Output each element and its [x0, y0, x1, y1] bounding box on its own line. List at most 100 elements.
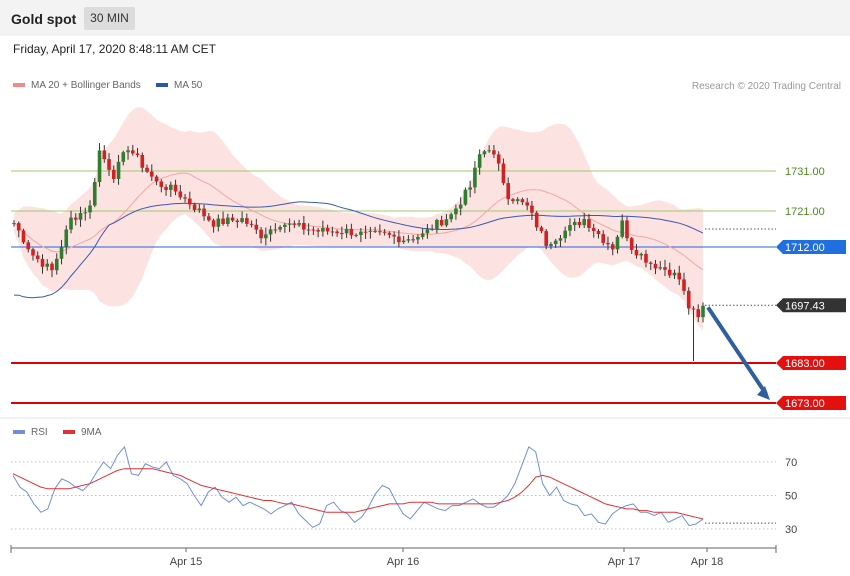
candle-body — [629, 238, 634, 250]
level-tag-text: 1697.43 — [785, 300, 825, 312]
candle-body — [411, 239, 415, 241]
candle-body — [378, 231, 382, 233]
candle-body — [677, 272, 682, 280]
ma20-label: MA 20 + Bollinger Bands — [31, 80, 141, 91]
candle-body — [173, 184, 178, 192]
candle-body — [202, 208, 206, 217]
candle-body — [31, 249, 35, 256]
candle-body — [406, 239, 411, 241]
candle-body — [287, 223, 292, 225]
candle-body — [311, 229, 316, 231]
candle-body — [111, 169, 116, 179]
candle-body — [382, 231, 387, 233]
bollinger-band-area — [14, 107, 703, 331]
candle-body — [316, 230, 320, 232]
level-tag-text: 1673.00 — [785, 398, 825, 410]
candle-body — [454, 208, 458, 215]
candle-body — [169, 184, 173, 190]
candle-body — [496, 154, 501, 164]
candle-body — [273, 229, 278, 231]
forecast-arrow — [706, 306, 770, 400]
level-tag-1697.43 — [776, 298, 846, 313]
candle-body — [658, 267, 663, 269]
candle-body — [487, 150, 491, 152]
candle-body — [140, 154, 145, 168]
x-tick-label: Apr 17 — [608, 556, 640, 568]
candle-body — [359, 231, 363, 236]
timeframe-button[interactable]: 30 MIN — [84, 7, 135, 30]
level-label-text: 1721.00 — [785, 206, 825, 218]
candle-body — [16, 223, 21, 231]
candle-body — [572, 221, 577, 226]
candle-body — [511, 199, 515, 202]
candle-body — [50, 263, 54, 271]
rsi-series-1 — [12, 468, 704, 520]
rsi-tick-label: 30 — [785, 524, 797, 536]
candle-body — [335, 231, 339, 234]
candle-body — [477, 154, 482, 168]
candle-body — [525, 202, 529, 206]
candle-body — [458, 204, 463, 209]
candle-body — [102, 150, 107, 160]
candle-body — [696, 309, 701, 318]
candle-body — [126, 150, 130, 153]
candle-body — [211, 220, 216, 227]
candle-body — [539, 227, 544, 232]
candle-body — [473, 167, 477, 188]
candle-body — [259, 229, 263, 239]
candle-body — [397, 236, 401, 243]
candle-body — [230, 217, 235, 221]
candle-body — [73, 217, 78, 220]
candle-body — [416, 236, 420, 240]
forecast-arrow-shaft — [706, 306, 768, 396]
moving-averages — [13, 172, 704, 299]
legend-ma20: MA 20 + Bollinger Bands — [13, 80, 141, 91]
candle-body — [620, 220, 625, 237]
candle-body — [587, 219, 591, 228]
candle-body — [439, 219, 444, 226]
candle-body — [130, 150, 135, 154]
rsi-tick-label: 70 — [785, 457, 797, 469]
candle-body — [534, 212, 539, 228]
candle-body — [164, 186, 168, 190]
x-tick-label: Apr 16 — [387, 556, 419, 568]
candle-body — [349, 228, 354, 236]
candle-body — [373, 230, 377, 232]
candle-body — [88, 205, 92, 213]
x-tick-label: Apr 15 — [170, 556, 202, 568]
candle-body — [701, 305, 705, 318]
candle-body — [444, 219, 449, 226]
level-tag-1683.00 — [776, 356, 846, 370]
rsi-panel: 70 50 30 — [11, 445, 797, 536]
candle-body — [544, 231, 548, 246]
candle-body — [363, 231, 368, 233]
candle-body — [178, 191, 183, 198]
candle-body — [283, 224, 287, 227]
top-bar — [0, 0, 850, 36]
candle-body — [54, 258, 59, 271]
candle-body — [425, 228, 430, 234]
candle-body — [667, 269, 672, 276]
candle-body — [121, 152, 126, 162]
candle-body — [553, 240, 558, 245]
candle-body — [21, 230, 26, 243]
legend-rsi: RSI — [13, 427, 48, 438]
ma20-line — [13, 172, 704, 271]
candle-body — [221, 218, 225, 224]
candle-body — [40, 258, 45, 267]
ma20-swatch — [13, 83, 25, 88]
level-tag-text: 1683.00 — [785, 358, 825, 370]
rsi-series-0 — [12, 445, 704, 528]
level-tag-text: 1712.00 — [785, 242, 825, 254]
candle-body — [216, 218, 221, 227]
candle-body — [292, 223, 297, 225]
candle-body — [435, 219, 439, 230]
price-levels — [0, 170, 850, 419]
candle-body — [116, 161, 121, 179]
candle-body — [325, 228, 330, 232]
candle-body — [35, 255, 40, 259]
candle-body — [145, 167, 149, 172]
ma50-swatch — [156, 83, 168, 88]
candle-body — [577, 221, 582, 226]
